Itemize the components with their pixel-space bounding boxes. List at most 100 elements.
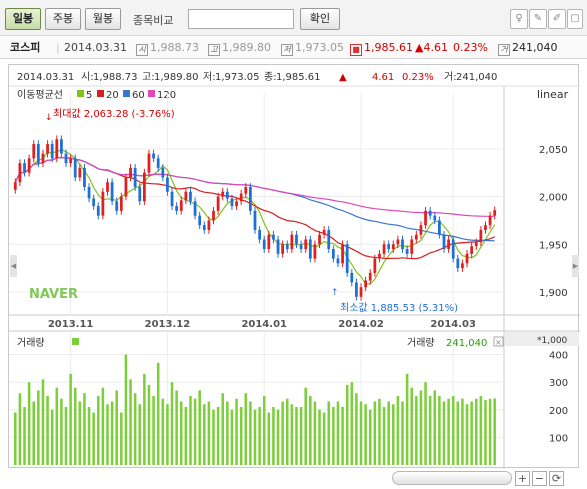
volume-bar	[267, 412, 271, 465]
volume-bar	[447, 398, 450, 465]
candle-body	[27, 158, 31, 173]
refresh-button[interactable]: ⟳	[549, 471, 564, 486]
candle-body	[138, 187, 142, 202]
candle-body	[465, 253, 469, 264]
quote-volume: 거 241,040	[498, 37, 558, 58]
volume-tick-label: 100	[549, 433, 568, 444]
edit-icon[interactable]: ✎	[529, 9, 547, 29]
horizontal-scrollbar[interactable]	[392, 471, 512, 485]
candle-body	[387, 244, 391, 250]
volume-bar	[276, 409, 280, 465]
zoom-in-button[interactable]: +	[515, 471, 530, 486]
scroll-left-icon[interactable]: ◀	[10, 255, 17, 277]
candle-body	[276, 239, 280, 254]
tab-daily[interactable]: 일봉	[5, 8, 41, 30]
volume-bar	[23, 407, 26, 465]
volume-bar	[115, 390, 118, 465]
volume-bar	[465, 404, 469, 465]
compare-input[interactable]	[188, 9, 294, 29]
volume-bar	[410, 387, 413, 465]
candle-body	[73, 158, 77, 178]
info-close-label: 종:	[264, 71, 277, 83]
naver-watermark: NAVER	[29, 287, 78, 302]
volume-bar	[78, 401, 82, 465]
candle-body	[295, 234, 298, 245]
candlestick-series	[13, 135, 497, 301]
volume-bar	[258, 407, 261, 465]
quote-bar: 코스피 | 2014.03.31 시 1,988.73 고 1,989.80 저 1,…	[0, 37, 587, 59]
candle-body	[391, 244, 395, 250]
candle-body	[175, 206, 179, 211]
fullscreen-icon[interactable]: ▢	[567, 9, 583, 29]
quote-low: 저 1,973.05	[281, 37, 344, 58]
volume-bar	[470, 401, 473, 465]
candle-body	[396, 239, 400, 245]
volume-bar	[92, 412, 95, 465]
candle-body	[327, 229, 331, 250]
volume-bar	[313, 401, 317, 465]
confirm-button[interactable]: 확인	[300, 8, 340, 30]
time-tick-label: 2014.02	[338, 319, 384, 330]
volume-bar	[226, 401, 229, 465]
volume-bar	[373, 401, 377, 465]
candle-body	[161, 167, 165, 178]
volume-bar	[392, 404, 395, 465]
volume-swatch	[72, 338, 79, 345]
candle-body	[50, 144, 54, 159]
volume-bar	[32, 401, 36, 465]
volume-bar	[179, 401, 183, 465]
volume-bars	[14, 354, 496, 465]
candle-body	[198, 215, 202, 226]
stock-chart[interactable]: 2014.03.31 시: 1,988.73 고: 1,989.80 저: 1,…	[8, 64, 580, 469]
volume-bar	[387, 401, 390, 465]
candle-body	[378, 253, 381, 259]
volume-right-value: 241,040	[446, 338, 487, 349]
candle-body	[202, 225, 206, 230]
candle-body	[212, 210, 215, 221]
volume-bar	[152, 395, 155, 465]
tab-weekly[interactable]: 주봉	[45, 8, 81, 30]
candle-body	[221, 191, 225, 197]
candle-body	[281, 244, 285, 254]
volume-bar	[175, 390, 178, 465]
info-low-label: 저:	[203, 71, 216, 83]
volume-bar	[253, 409, 257, 465]
volume-bar	[309, 395, 312, 465]
quote-change: ▲4.61	[415, 41, 448, 54]
draw-icon[interactable]: ✐	[548, 9, 566, 29]
candle-body	[133, 167, 137, 187]
bulb-icon[interactable]: ♀	[510, 9, 528, 29]
candle-body	[216, 196, 220, 211]
volume-bar	[474, 398, 478, 465]
candle-body	[461, 263, 464, 269]
volume-bar	[212, 409, 215, 465]
volume-bar	[55, 387, 59, 465]
candle-body	[474, 242, 478, 247]
ma120-label: 120	[157, 90, 176, 101]
volume-bar	[129, 379, 132, 465]
volume-bar	[415, 395, 418, 465]
scroll-right-icon[interactable]: ▶	[572, 255, 579, 277]
candle-body	[64, 153, 68, 164]
volume-bar	[37, 390, 40, 465]
volume-bar	[488, 398, 492, 465]
tab-monthly[interactable]: 월봉	[85, 8, 121, 30]
candle-body	[92, 198, 96, 207]
ma60-label: 60	[132, 90, 145, 101]
volume-bar	[285, 398, 289, 465]
stock-name: 코스피	[10, 41, 41, 54]
volume-bar	[87, 407, 91, 465]
candle-body	[373, 258, 377, 273]
price-tick-label: 2,050	[539, 145, 568, 156]
volume-bar	[184, 407, 188, 465]
candle-body	[428, 210, 432, 216]
zoom-out-button[interactable]: −	[532, 471, 547, 486]
candle-body	[156, 158, 160, 168]
candle-body	[170, 191, 174, 207]
open-badge: 시	[136, 44, 148, 56]
volume-bar	[272, 407, 275, 465]
candle-body	[249, 187, 252, 211]
volume-bar	[318, 409, 321, 465]
volume-bar	[249, 401, 252, 465]
quote-open: 시 1,988.73	[136, 37, 199, 58]
